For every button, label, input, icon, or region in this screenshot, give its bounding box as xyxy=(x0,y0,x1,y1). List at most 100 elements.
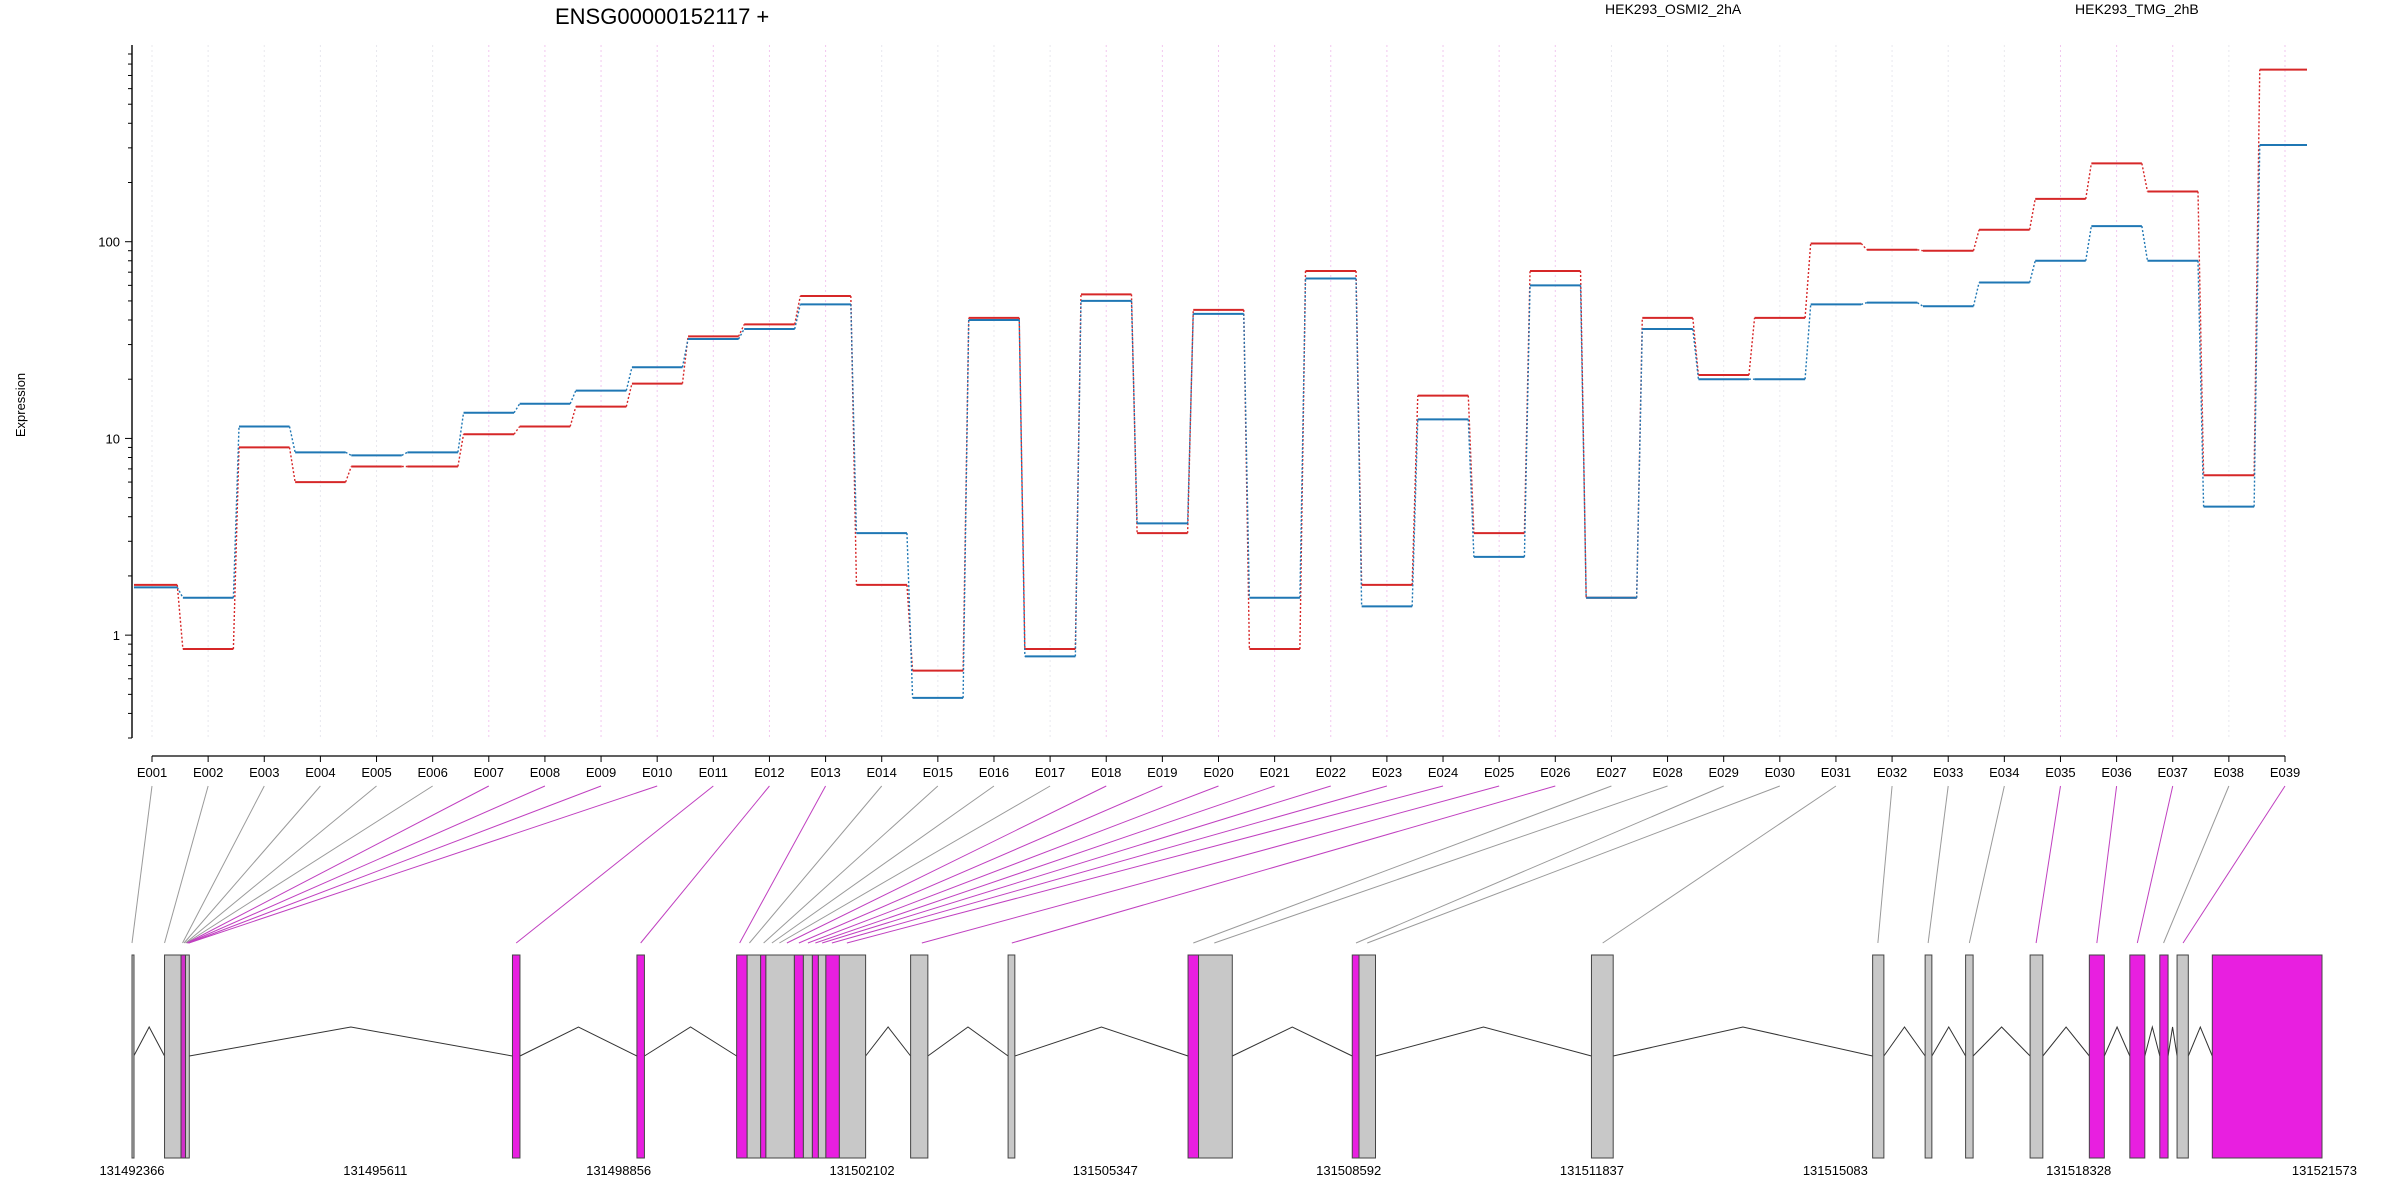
x-tick-label-e013: E013 xyxy=(810,765,840,780)
connector-e033 xyxy=(1927,785,1949,944)
x-tick-label-e027: E027 xyxy=(1596,765,1626,780)
x-tick-label-e010: E010 xyxy=(642,765,672,780)
coord-label: 131508592 xyxy=(1316,1163,1381,1178)
step-connector xyxy=(962,319,970,698)
step-connector xyxy=(1411,395,1419,585)
step-connector xyxy=(1018,319,1026,657)
x-tick-label-e035: E035 xyxy=(2045,765,2075,780)
exon-block xyxy=(746,954,762,1159)
exon-block xyxy=(1965,954,1974,1159)
connector-e023 xyxy=(831,785,1388,944)
step-connector xyxy=(794,295,802,325)
step-connector xyxy=(513,426,521,435)
x-tick-label-e008: E008 xyxy=(530,765,560,780)
step-connector xyxy=(2141,226,2149,261)
coord-label: 131492366 xyxy=(99,1163,164,1178)
exon-block xyxy=(1872,954,1885,1159)
connector-e021 xyxy=(815,785,1275,944)
connector-e032 xyxy=(1877,785,1893,944)
x-tick-label-e002: E002 xyxy=(193,765,223,780)
x-tick-label-e036: E036 xyxy=(2101,765,2131,780)
connector-e024 xyxy=(846,785,1444,944)
step-connector xyxy=(1635,328,1643,598)
connector-e012 xyxy=(640,785,770,944)
step-connector xyxy=(2028,198,2036,230)
intron xyxy=(2042,1026,2090,1057)
series-lines xyxy=(134,68,2307,699)
exon-block-highlighted xyxy=(1187,954,1200,1159)
exon-block xyxy=(131,954,135,1159)
step-connector xyxy=(1355,278,1363,607)
step-connector xyxy=(288,426,296,453)
step-connector xyxy=(1860,242,1868,251)
coord-label: 131505347 xyxy=(1073,1163,1138,1178)
exon-block-highlighted xyxy=(811,954,819,1159)
exon-block-highlighted xyxy=(180,954,187,1159)
connector-e019 xyxy=(798,785,1163,944)
x-tick-label-e018: E018 xyxy=(1091,765,1121,780)
step-connector xyxy=(513,403,521,414)
x-tick-label-e025: E025 xyxy=(1484,765,1514,780)
step-connector xyxy=(2085,163,2093,200)
x-tick-label-e005: E005 xyxy=(361,765,391,780)
step-connector xyxy=(906,533,914,698)
exon-block xyxy=(164,954,182,1159)
step-connector xyxy=(1916,302,1924,307)
x-tick-label-e024: E024 xyxy=(1428,765,1458,780)
step-connector xyxy=(1692,328,1700,380)
intron xyxy=(2103,1025,2131,1057)
x-tick-label-e006: E006 xyxy=(417,765,447,780)
x-tick-label-e007: E007 xyxy=(474,765,504,780)
intron xyxy=(1613,1026,1873,1057)
intron xyxy=(519,1026,638,1057)
step-connector xyxy=(232,426,240,598)
x-tick-label-e028: E028 xyxy=(1652,765,1682,780)
connector-e011 xyxy=(515,785,714,944)
intron xyxy=(1883,1026,1926,1057)
intron xyxy=(133,1025,165,1057)
x-tick-label-e039: E039 xyxy=(2270,765,2300,780)
connector-e020 xyxy=(807,785,1219,944)
step-connector xyxy=(1748,317,1756,376)
exon-connectors xyxy=(131,785,2286,944)
step-connector xyxy=(962,317,970,671)
exon-block xyxy=(802,954,813,1159)
step-connector xyxy=(1243,313,1251,598)
step-connector xyxy=(345,451,352,456)
intron xyxy=(1931,1026,1967,1057)
coord-label: 131518328 xyxy=(2046,1163,2111,1178)
exon-block xyxy=(1358,954,1377,1159)
step-connector xyxy=(1579,285,1587,598)
step-connector xyxy=(1018,317,1026,650)
step-connector xyxy=(2028,260,2036,283)
x-tick-label-e032: E032 xyxy=(1877,765,1907,780)
connector-e027 xyxy=(1193,785,1612,944)
x-tick-label-e011: E011 xyxy=(699,765,728,780)
step-connector xyxy=(1972,229,1980,251)
step-connector xyxy=(1467,419,1475,557)
step-connector xyxy=(1523,285,1531,557)
exon-block-highlighted xyxy=(1351,954,1360,1159)
step-connector xyxy=(457,434,465,467)
step-connector xyxy=(1074,300,1082,657)
coord-label: 131511837 xyxy=(1560,1163,1624,1178)
legend-entry-hek293-tmg-2hb: HEK293_TMG_2hB xyxy=(2075,1,2199,17)
step-connector xyxy=(344,466,352,483)
exon-block xyxy=(1007,954,1016,1159)
coord-label: 131498856 xyxy=(586,1163,651,1178)
step-connector xyxy=(232,447,240,650)
connector-e039 xyxy=(2182,785,2286,944)
exon-block xyxy=(817,954,827,1159)
connector-e003 xyxy=(182,785,265,944)
connector-e007 xyxy=(186,785,490,944)
exon-block-highlighted xyxy=(825,954,840,1159)
exon-block xyxy=(185,954,190,1159)
x-tick-label-e026: E026 xyxy=(1540,765,1570,780)
connector-e005 xyxy=(185,785,377,944)
intron xyxy=(1972,1026,2031,1057)
step-connector xyxy=(1411,419,1419,607)
exon-block xyxy=(1924,954,1933,1159)
step-connector xyxy=(569,406,577,427)
x-tick-label-e016: E016 xyxy=(979,765,1009,780)
connector-e017 xyxy=(779,785,1051,944)
